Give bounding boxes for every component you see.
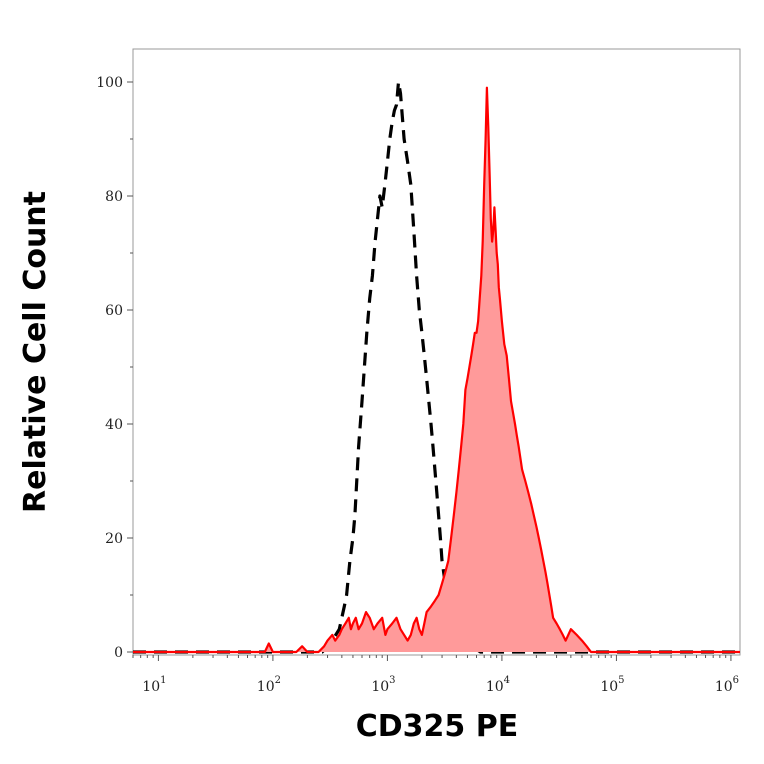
x-axis-title: CD325 PE — [356, 709, 518, 744]
y-tick-label: 60 — [105, 303, 123, 319]
y-tick-label: 20 — [105, 531, 123, 547]
plot-frame — [132, 48, 741, 656]
x-tick-label: 103 — [371, 675, 395, 695]
dashed-series-line — [133, 80, 740, 654]
y-tick-label: 40 — [105, 417, 123, 433]
axis-layer — [127, 81, 732, 661]
y-tick-label: 80 — [105, 189, 123, 205]
y-tick-label: 0 — [114, 645, 123, 661]
x-tick-label: 106 — [715, 675, 739, 695]
y-axis-title: Relative Cell Count — [18, 191, 53, 513]
tick-label-layer: 0 20 40 60 80 100 101 102 103 104 105 106 — [96, 75, 739, 695]
x-tick-label: 101 — [142, 675, 166, 695]
filled-series-line — [133, 86, 740, 654]
dashed-series-layer — [133, 80, 740, 654]
x-tick-label: 104 — [486, 675, 510, 695]
x-tick-label: 102 — [257, 675, 281, 695]
x-tick-label: 105 — [600, 675, 624, 695]
y-tick-label: 100 — [96, 75, 123, 91]
filled-series-layer — [133, 86, 740, 654]
filled-series-area — [133, 87, 740, 652]
